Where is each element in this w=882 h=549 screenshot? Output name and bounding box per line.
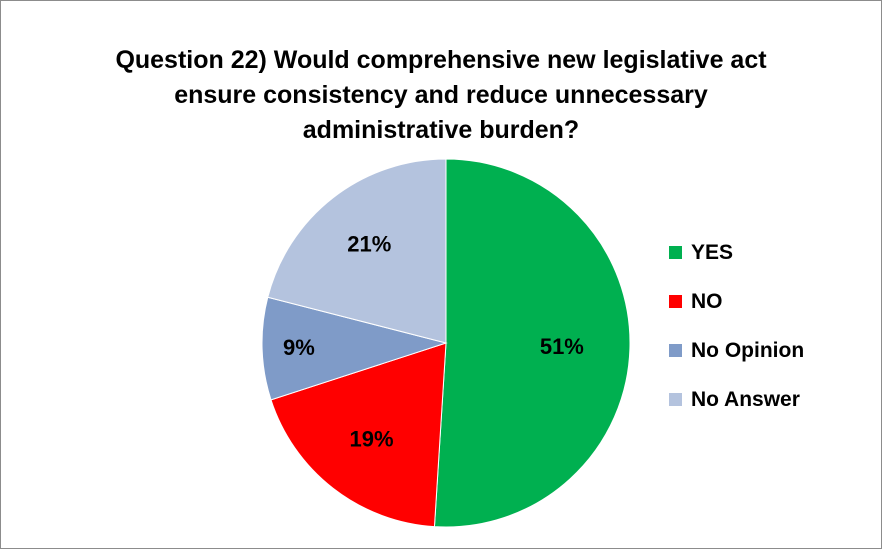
chart-title-line-1: Question 22) Would comprehensive new leg… [115,46,767,74]
data-label-no-answer: 21% [347,232,391,257]
chart-legend: YES NO No Opinion No Answer [669,228,804,424]
legend-label-no-opinion: No Opinion [691,338,805,362]
legend-item-no-answer: No Answer [669,375,804,424]
legend-item-no-opinion: No Opinion [669,326,804,375]
pie-slice-no [270,342,447,528]
pie-slice-yes [433,158,631,528]
legend-label-no-answer: No Answer [691,387,800,411]
chart-title: Question 22) Would comprehensive new leg… [81,43,801,148]
legend-item-no: NO [669,277,804,326]
chart-title-line-2: ensure consistency and reduce unnecessar… [174,81,708,109]
pie-slice-no-opinion [261,296,448,401]
data-label-yes: 51% [540,334,584,359]
data-label-no: 19% [350,426,394,451]
legend-label-no: NO [691,289,723,313]
legend-swatch-no-answer [669,393,682,406]
pie-slice-no-answer [267,158,447,344]
legend-swatch-no [669,295,682,308]
legend-swatch-no-opinion [669,344,682,357]
legend-label-yes: YES [691,240,734,264]
legend-swatch-yes [669,246,682,259]
legend-item-yes: YES [669,228,804,277]
chart-title-line-3: administrative burden? [302,116,580,144]
data-label-no-opinion: 9% [283,335,315,360]
